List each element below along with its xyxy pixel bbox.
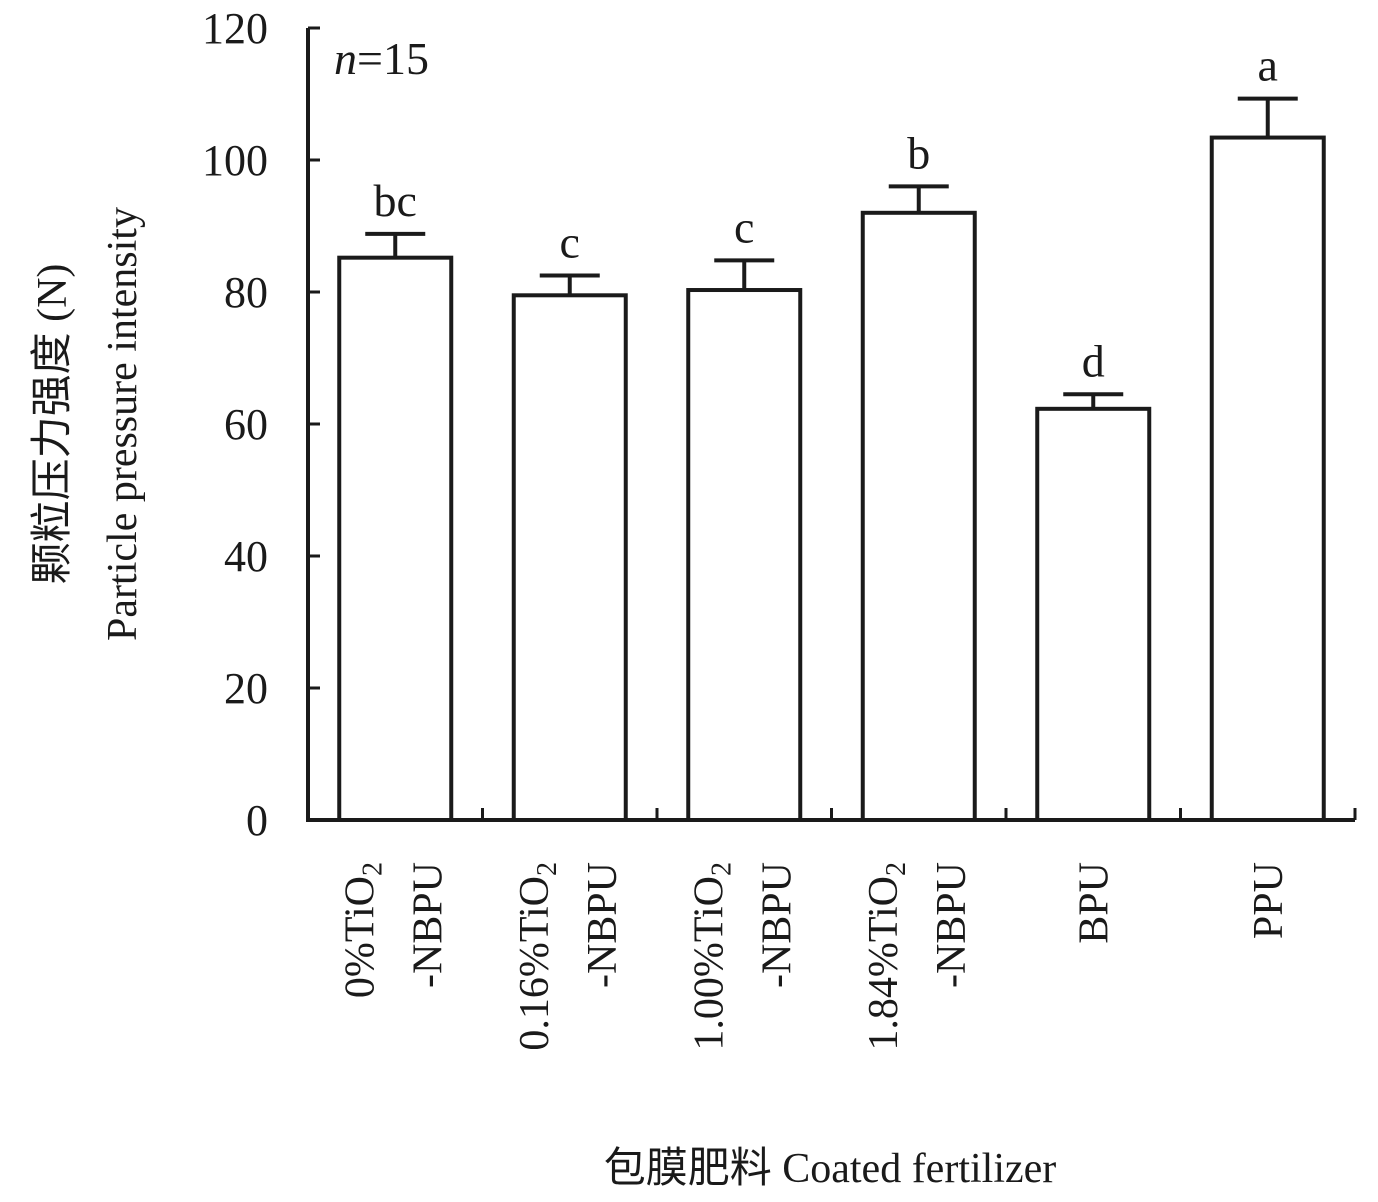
- category-label: 1.84%TiO2: [861, 862, 912, 1051]
- category-label-line2: -NBPU: [929, 862, 975, 988]
- bar: [1209, 135, 1326, 822]
- y-axis-title-cn: 颗粒压力强度 (N): [30, 264, 76, 585]
- y-tick-label: 40: [224, 532, 268, 581]
- category-label-subscript: 2: [357, 862, 388, 876]
- category-label-main: 0%TiO: [337, 876, 383, 998]
- y-tick-label: 0: [246, 796, 268, 845]
- category-label-main: PPU: [1246, 862, 1292, 939]
- bar: [686, 288, 803, 822]
- error-bars: [365, 96, 1298, 409]
- significance-letter: a: [1258, 40, 1278, 91]
- y-tick-label: 60: [224, 400, 268, 449]
- y-tick-label: 80: [224, 268, 268, 317]
- x-ticks: [481, 808, 1357, 820]
- significance-letter: bc: [374, 175, 417, 226]
- significance-labels: bc c c b d a: [374, 40, 1278, 387]
- axes: [306, 28, 1355, 822]
- significance-letter: d: [1082, 335, 1105, 386]
- y-tick-label: 20: [224, 664, 268, 713]
- category-label-line2: -NBPU: [754, 862, 800, 988]
- category-label-line2: -NBPU: [405, 862, 451, 988]
- category-label-line2: -NBPU: [580, 862, 626, 988]
- bar: [337, 255, 454, 822]
- y-tick-label: 120: [202, 4, 268, 53]
- significance-letter: c: [734, 201, 754, 252]
- category-label-main: 1.00%TiO: [686, 876, 732, 1051]
- sample-size-value: =15: [357, 33, 429, 84]
- category-label: PPU: [1246, 862, 1292, 939]
- bar: [1035, 406, 1152, 822]
- bar: [511, 293, 628, 822]
- significance-letter: b: [907, 127, 930, 178]
- bars: [337, 135, 1326, 823]
- category-label-main: BPU: [1071, 862, 1117, 944]
- category-label-subscript: 2: [706, 862, 737, 876]
- category-label: 0%TiO2: [337, 862, 388, 998]
- y-axis-title-en: Particle pressure intensity: [100, 207, 146, 641]
- category-label-subscript: 2: [881, 862, 912, 876]
- y-ticks: 0 20 40 60 80 100 120: [202, 4, 320, 845]
- category-labels: 0%TiO2 -NBPU 0.16%TiO2 -NBPU 1.00%TiO2 -NBPU 1…: [337, 862, 1292, 1051]
- category-label-main: 0.16%TiO: [512, 876, 558, 1051]
- category-label: 0.16%TiO2: [512, 862, 563, 1051]
- category-label-main: 1.84%TiO: [861, 876, 907, 1051]
- bar: [860, 210, 977, 823]
- significance-letter: c: [560, 217, 580, 268]
- category-label: BPU: [1071, 862, 1117, 944]
- category-label-subscript: 2: [532, 862, 563, 876]
- category-label: 1.00%TiO2: [686, 862, 737, 1051]
- sample-size-symbol: n: [334, 33, 357, 84]
- x-axis-title: 包膜肥料 Coated fertilizer: [604, 1146, 1057, 1192]
- sample-size-annotation: n=15: [334, 33, 429, 84]
- y-tick-label: 100: [202, 136, 268, 185]
